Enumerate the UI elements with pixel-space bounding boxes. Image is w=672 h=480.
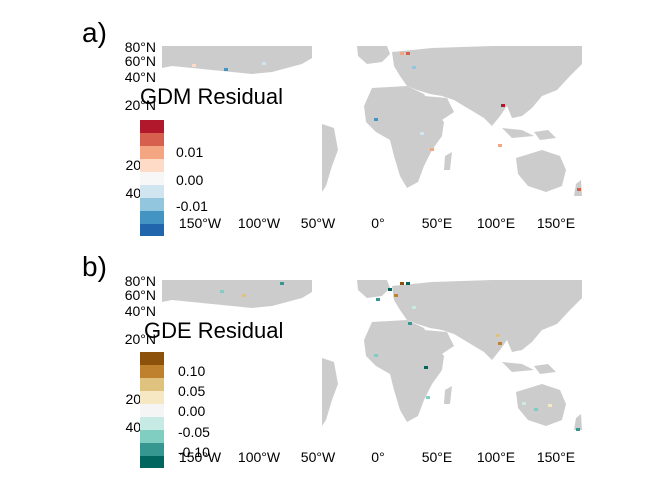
lon-label: 150°W (179, 215, 222, 231)
legend-colorbar (140, 120, 164, 236)
legend-tick: 0.00 (178, 403, 205, 419)
legend-tick: 0.05 (178, 383, 205, 399)
legend-tick: -0.05 (178, 424, 210, 440)
legend-colorbar (140, 352, 164, 468)
lat-label: 40°N (125, 303, 156, 319)
lon-label: 100°W (238, 215, 281, 231)
lon-label: 100°W (238, 449, 281, 465)
lat-label: 60°N (125, 287, 156, 303)
lat-label: 60°N (125, 53, 156, 69)
lon-label: 100°E (477, 449, 515, 465)
map (162, 280, 582, 470)
panel-b: b) (82, 251, 582, 470)
lon-label: 100°E (477, 215, 515, 231)
lon-label: 150°E (537, 215, 575, 231)
legend-tick: 0.10 (178, 363, 205, 379)
legend-tick: 0.01 (176, 144, 203, 160)
lat-label: 40°N (125, 69, 156, 85)
panel-tag: a) (82, 17, 107, 48)
lon-label: 0° (371, 215, 384, 231)
lon-label: 0° (371, 449, 384, 465)
lon-label: 150°E (537, 449, 575, 465)
legend-title: GDM Residual (140, 84, 283, 109)
lon-label: 50°E (422, 449, 453, 465)
legend-title: GDE Residual (144, 318, 283, 343)
legend-tick: -0.01 (176, 198, 208, 214)
lon-label: 50°E (422, 215, 453, 231)
lon-label: 50°W (301, 449, 336, 465)
legend-tick: -0.10 (178, 444, 210, 460)
panel-tag: b) (82, 251, 107, 282)
panel-a: a) 80°N 60°N (82, 17, 582, 236)
legend-tick: 0.00 (176, 172, 203, 188)
lon-label: 50°W (301, 215, 336, 231)
map (162, 46, 582, 236)
